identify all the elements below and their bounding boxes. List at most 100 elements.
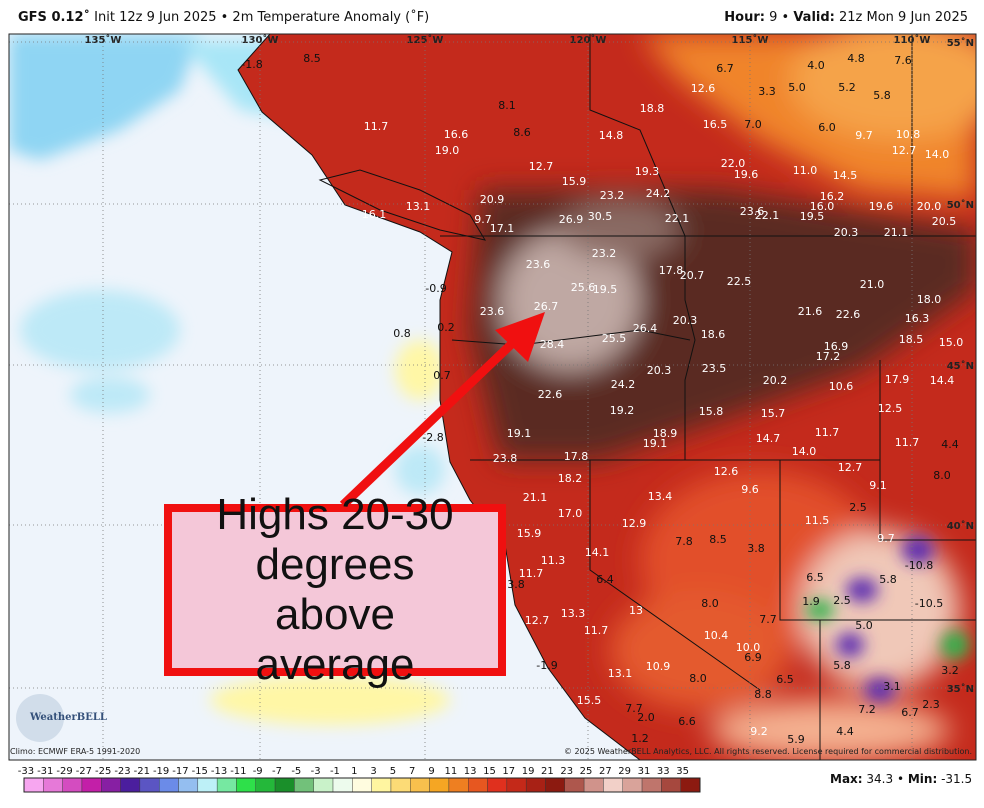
colorbar-label: -3 (311, 766, 321, 777)
anomaly-label: 22.5 (727, 275, 752, 288)
anomaly-label: 8.1 (498, 99, 516, 112)
anomaly-label: 8.5 (709, 533, 727, 546)
anomaly-label: 19.6 (734, 168, 759, 181)
colorbar-cell (62, 777, 83, 793)
colorbar-cell (313, 777, 334, 793)
colorbar-cell (274, 777, 295, 793)
arrow-shaft (339, 330, 526, 509)
anomaly-label: 9.6 (741, 483, 759, 496)
colorbar-label: -1 (330, 766, 340, 777)
borders (237, 34, 976, 760)
colorbar-cell (178, 777, 199, 793)
climo-note: Climo: ECMWF ERA-5 1991-2020 (10, 747, 141, 756)
anomaly-label: 11.7 (815, 426, 840, 439)
anomaly-label: 10.8 (896, 128, 921, 141)
anomaly-label: 13.3 (561, 607, 586, 620)
anomaly-label: 16.3 (905, 312, 930, 325)
anomaly-label: 7.8 (675, 535, 693, 548)
colorbar-cell (429, 777, 450, 793)
colorbar-label: -17 (172, 766, 188, 777)
colorbar-label: 17 (502, 766, 515, 777)
anomaly-label: 16.1 (362, 208, 387, 221)
anomaly-label: 19.6 (869, 200, 894, 213)
anomaly-label: 26.4 (633, 322, 658, 335)
colorbar-label: 13 (464, 766, 477, 777)
anomaly-label: 12.7 (838, 461, 863, 474)
anomaly-label: 26.7 (534, 300, 559, 313)
colorbar-label: 29 (618, 766, 631, 777)
colorbar-label: -11 (230, 766, 246, 777)
anomaly-label: 22.1 (665, 212, 690, 225)
anomaly-label: 5.8 (873, 89, 891, 102)
colorbar-cell (352, 777, 372, 793)
anomaly-label: 11.3 (541, 554, 566, 567)
max-min: Max: 34.3 • Min: -31.5 (830, 772, 973, 786)
anomaly-label: 19.5 (593, 283, 618, 296)
anomaly-label: 1.9 (802, 595, 820, 608)
colorbar-label: -23 (114, 766, 130, 777)
anomaly-label: 13.1 (406, 200, 431, 213)
anomaly-label: 19.5 (800, 210, 825, 223)
anomaly-label: 14.4 (930, 374, 955, 387)
anomaly-label: 5.0 (855, 619, 873, 632)
colorbar-frame (23, 777, 701, 793)
anomaly-label: 9.7 (877, 532, 895, 545)
colorbar-cell (583, 777, 604, 793)
anomaly-label: 23.8 (493, 452, 518, 465)
anomaly-label: 26.9 (559, 213, 584, 226)
anomaly-label: 11.7 (519, 567, 544, 580)
anomaly-label: 14.7 (756, 432, 781, 445)
anomaly-label: 16.0 (810, 200, 835, 213)
anomaly-label: 23.6 (480, 305, 505, 318)
colorbar-cell (332, 777, 353, 793)
anomaly-label: 6.9 (744, 651, 762, 664)
anomaly-label: 28.4 (540, 338, 565, 351)
colorbar-cell (255, 777, 276, 793)
anomaly-label: 13.4 (648, 490, 673, 503)
anomaly-label: 6.4 (596, 573, 614, 586)
colorbar-cell (564, 777, 585, 793)
colorbar-cell (448, 777, 469, 793)
colorbar-label: 33 (657, 766, 670, 777)
lat-label: 55˚N (947, 37, 974, 49)
anomaly-label: 25.6 (571, 281, 596, 294)
anomaly-label: 11.0 (793, 164, 818, 177)
anomaly-label: 4.0 (807, 59, 825, 72)
anomaly-label: 14.0 (792, 445, 817, 458)
colorbar-label: -21 (134, 766, 150, 777)
anomaly-label: 2.5 (849, 501, 867, 514)
callout-box: Highs 20-30 degrees above average (164, 490, 506, 689)
anomaly-label: 21.1 (523, 491, 548, 504)
anomaly-label: 12.5 (878, 402, 903, 415)
subtitle: Init 12z 9 Jun 2025 • 2m Temperature Ano… (94, 10, 430, 25)
anomaly-label: 3.1 (883, 680, 901, 693)
value-labels: -1.8 8.58.18.611.716.619.018.812.66.73.3 5… (241, 52, 963, 746)
anomaly-label: -2.8 (422, 431, 443, 444)
anomaly-label: 11.7 (364, 120, 389, 133)
anomaly-label: 18.2 (558, 472, 583, 485)
copyright: © 2025 WeatherBELL Analytics, LLC. All r… (564, 747, 972, 756)
anomaly-label: 19.1 (507, 427, 532, 440)
anomaly-label: 11.7 (584, 624, 609, 637)
anomaly-label: 8.8 (754, 688, 772, 701)
lat-label: 50˚N (947, 199, 974, 211)
anomaly-label: 3.3 (758, 85, 776, 98)
colorbar-label: -29 (56, 766, 72, 777)
anomaly-label: 23.5 (702, 362, 727, 375)
anomaly-label: 7.0 (744, 118, 762, 131)
colorbar-cell (101, 777, 121, 793)
logo-text: WeatherBELL (29, 712, 107, 723)
colorbar-label: -7 (272, 766, 282, 777)
colorbar-label: 7 (409, 766, 415, 777)
anomaly-label: 22.6 (836, 308, 861, 321)
anomaly-label: 8.0 (933, 469, 951, 482)
anomaly-label: 6.7 (901, 706, 919, 719)
anomaly-label: 21.0 (860, 278, 885, 291)
anomaly-label: 7.6 (894, 54, 912, 67)
colorbar-label: -13 (211, 766, 227, 777)
colorbar-label: -19 (153, 766, 169, 777)
max-label: Max: (830, 772, 863, 786)
anomaly-label: 10.0 (736, 641, 761, 654)
colorbar-label: 35 (676, 766, 689, 777)
